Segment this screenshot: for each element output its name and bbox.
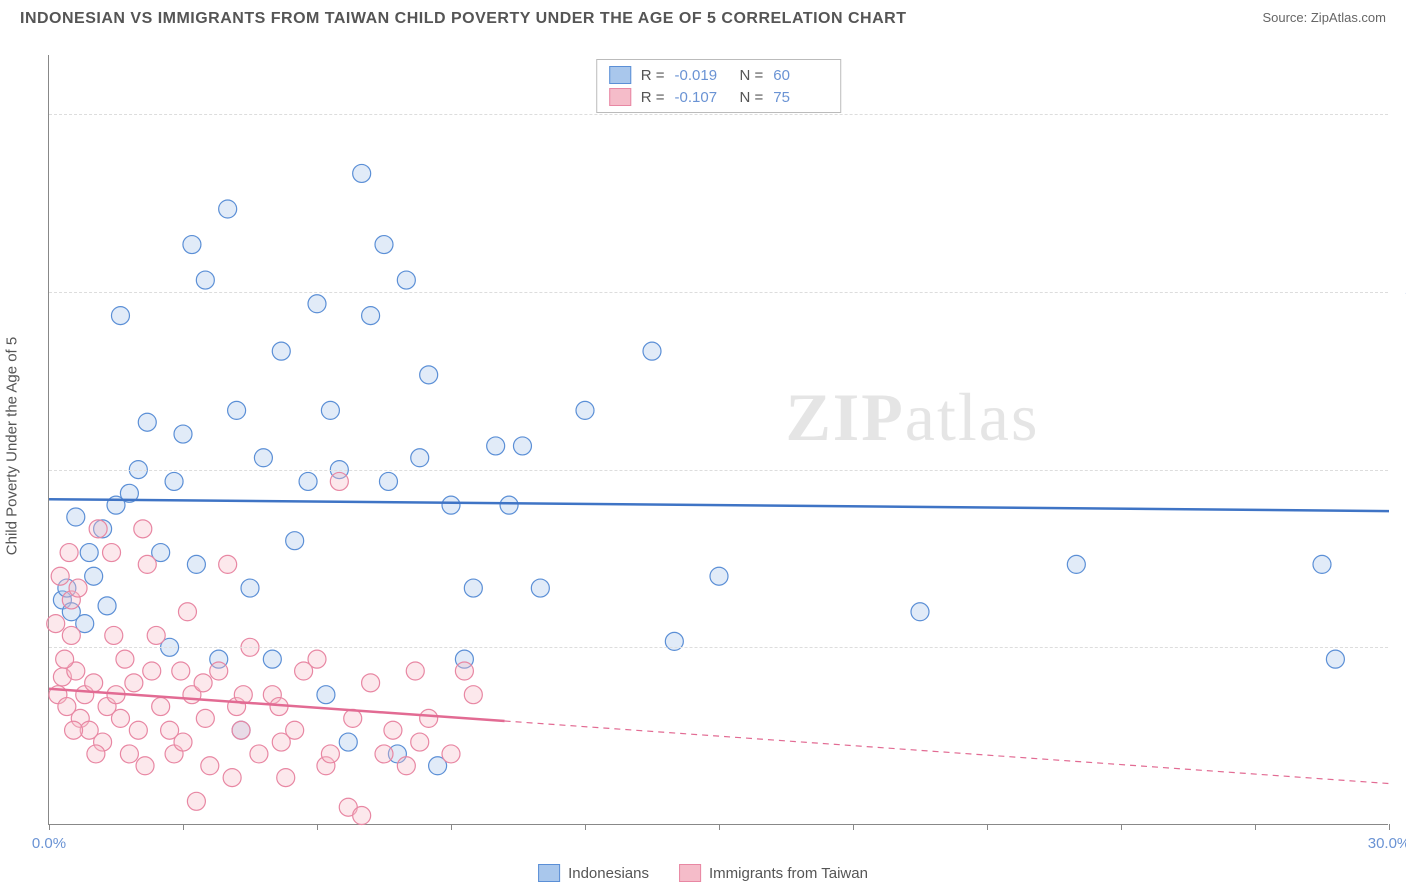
x-tick bbox=[1389, 824, 1390, 830]
n-value: 75 bbox=[773, 89, 828, 106]
stat-legend-row: R = -0.019 N = 60 bbox=[609, 64, 829, 86]
legend-swatch bbox=[609, 66, 631, 84]
x-tick bbox=[719, 824, 720, 830]
series-legend: Indonesians Immigrants from Taiwan bbox=[538, 864, 868, 882]
gridline bbox=[49, 647, 1388, 648]
x-tick bbox=[1255, 824, 1256, 830]
legend-swatch bbox=[679, 864, 701, 882]
legend-item: Indonesians bbox=[538, 864, 649, 882]
legend-item: Immigrants from Taiwan bbox=[679, 864, 868, 882]
x-tick bbox=[49, 824, 50, 830]
y-tick-label: 15.0% bbox=[1393, 639, 1406, 656]
n-label: N = bbox=[740, 67, 764, 84]
n-label: N = bbox=[740, 89, 764, 106]
x-tick bbox=[853, 824, 854, 830]
r-value: -0.107 bbox=[675, 89, 730, 106]
legend-swatch bbox=[538, 864, 560, 882]
legend-label: Immigrants from Taiwan bbox=[709, 865, 868, 882]
y-tick-label: 45.0% bbox=[1393, 283, 1406, 300]
gridline bbox=[49, 292, 1388, 293]
legend-swatch bbox=[609, 88, 631, 106]
source-attribution: Source: ZipAtlas.com bbox=[1262, 10, 1386, 25]
legend-label: Indonesians bbox=[568, 865, 649, 882]
r-label: R = bbox=[641, 67, 665, 84]
gridline bbox=[49, 470, 1388, 471]
chart-plot-area: ZIPatlas R =-0.019N =60R =-0.107N =75 15… bbox=[48, 55, 1388, 825]
gridline bbox=[49, 114, 1388, 115]
x-tick-label: 0.0% bbox=[32, 835, 66, 852]
x-tick bbox=[451, 824, 452, 830]
scatter-plot-svg bbox=[49, 55, 1388, 824]
n-value: 60 bbox=[773, 67, 828, 84]
r-value: -0.019 bbox=[675, 67, 730, 84]
y-axis-label: Child Poverty Under the Age of 5 bbox=[4, 337, 21, 555]
r-label: R = bbox=[641, 89, 665, 106]
x-tick bbox=[987, 824, 988, 830]
chart-title: INDONESIAN VS IMMIGRANTS FROM TAIWAN CHI… bbox=[20, 10, 906, 28]
x-tick bbox=[183, 824, 184, 830]
stat-legend-row: R = -0.107 N = 75 bbox=[609, 86, 829, 108]
y-tick-label: 30.0% bbox=[1393, 461, 1406, 478]
correlation-stats-legend: R = -0.019 N = 60 R = -0.107 N = 75 bbox=[596, 59, 842, 113]
x-tick bbox=[317, 824, 318, 830]
y-tick-label: 60.0% bbox=[1393, 106, 1406, 123]
x-tick bbox=[585, 824, 586, 830]
x-tick bbox=[1121, 824, 1122, 830]
x-tick-label: 30.0% bbox=[1368, 835, 1406, 852]
